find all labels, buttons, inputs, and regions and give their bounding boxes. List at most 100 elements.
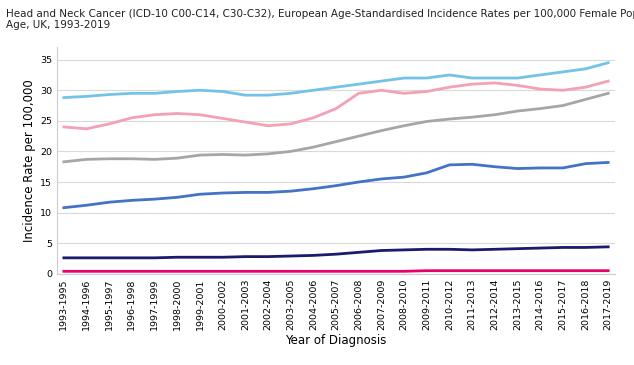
25 to 49: [514, 246, 521, 251]
80+: [219, 89, 226, 94]
25 to 49: [105, 255, 113, 260]
60 to 69: [128, 157, 136, 161]
80+: [559, 70, 567, 74]
70 to 79: [355, 91, 363, 96]
80+: [196, 88, 204, 92]
60 to 69: [514, 109, 521, 113]
60 to 69: [105, 157, 113, 161]
0 to 24: [196, 269, 204, 273]
0 to 24: [242, 269, 249, 273]
50 to 59: [446, 163, 453, 167]
50 to 59: [423, 171, 430, 175]
25 to 49: [400, 248, 408, 252]
70 to 79: [264, 123, 272, 128]
50 to 59: [264, 190, 272, 195]
60 to 69: [332, 139, 340, 144]
0 to 24: [536, 269, 544, 273]
80+: [536, 73, 544, 77]
25 to 49: [469, 248, 476, 252]
0 to 24: [491, 269, 498, 273]
0 to 24: [174, 269, 181, 273]
25 to 49: [423, 247, 430, 251]
70 to 79: [332, 107, 340, 111]
70 to 79: [446, 85, 453, 89]
70 to 79: [559, 88, 567, 92]
50 to 59: [309, 187, 317, 191]
70 to 79: [128, 116, 136, 120]
60 to 69: [264, 152, 272, 156]
25 to 49: [128, 255, 136, 260]
70 to 79: [423, 89, 430, 94]
60 to 69: [559, 103, 567, 108]
25 to 49: [242, 254, 249, 259]
Line: 25 to 49: 25 to 49: [64, 247, 608, 258]
50 to 59: [536, 166, 544, 170]
0 to 24: [355, 269, 363, 273]
70 to 79: [196, 112, 204, 117]
80+: [378, 79, 385, 83]
80+: [264, 93, 272, 97]
50 to 59: [491, 165, 498, 169]
0 to 24: [514, 269, 521, 273]
25 to 49: [332, 252, 340, 256]
0 to 24: [60, 269, 68, 273]
60 to 69: [196, 153, 204, 157]
0 to 24: [400, 269, 408, 273]
25 to 49: [536, 246, 544, 250]
50 to 59: [105, 200, 113, 204]
70 to 79: [287, 122, 294, 126]
Line: 60 to 69: 60 to 69: [64, 93, 608, 162]
0 to 24: [581, 269, 589, 273]
60 to 69: [287, 149, 294, 154]
80+: [332, 85, 340, 89]
Text: Head and Neck Cancer (ICD-10 C00-C14, C30-C32), European Age-Standardised Incide: Head and Neck Cancer (ICD-10 C00-C14, C3…: [6, 9, 634, 19]
0 to 24: [219, 269, 226, 273]
70 to 79: [581, 85, 589, 89]
0 to 24: [287, 269, 294, 273]
60 to 69: [151, 157, 158, 162]
70 to 79: [219, 116, 226, 120]
70 to 79: [491, 81, 498, 85]
25 to 49: [378, 248, 385, 253]
50 to 59: [400, 175, 408, 179]
80+: [400, 76, 408, 80]
25 to 49: [196, 255, 204, 260]
70 to 79: [242, 120, 249, 124]
80+: [174, 89, 181, 94]
70 to 79: [514, 83, 521, 88]
0 to 24: [83, 269, 91, 273]
50 to 59: [332, 184, 340, 188]
70 to 79: [400, 91, 408, 96]
70 to 79: [105, 122, 113, 126]
50 to 59: [287, 189, 294, 193]
60 to 69: [469, 115, 476, 119]
0 to 24: [559, 269, 567, 273]
60 to 69: [446, 117, 453, 121]
0 to 24: [446, 269, 453, 273]
50 to 59: [559, 166, 567, 170]
80+: [83, 94, 91, 99]
80+: [423, 76, 430, 80]
60 to 69: [378, 128, 385, 133]
60 to 69: [536, 107, 544, 111]
80+: [491, 76, 498, 80]
0 to 24: [604, 269, 612, 273]
70 to 79: [151, 112, 158, 117]
50 to 59: [378, 177, 385, 181]
50 to 59: [469, 162, 476, 166]
Line: 50 to 59: 50 to 59: [64, 162, 608, 208]
80+: [105, 92, 113, 97]
80+: [355, 82, 363, 87]
60 to 69: [174, 156, 181, 160]
60 to 69: [219, 152, 226, 157]
60 to 69: [355, 134, 363, 138]
25 to 49: [309, 253, 317, 258]
50 to 59: [151, 197, 158, 201]
25 to 49: [174, 255, 181, 260]
50 to 59: [128, 198, 136, 203]
50 to 59: [219, 191, 226, 195]
0 to 24: [151, 269, 158, 273]
50 to 59: [514, 166, 521, 171]
80+: [309, 88, 317, 92]
50 to 59: [581, 161, 589, 166]
